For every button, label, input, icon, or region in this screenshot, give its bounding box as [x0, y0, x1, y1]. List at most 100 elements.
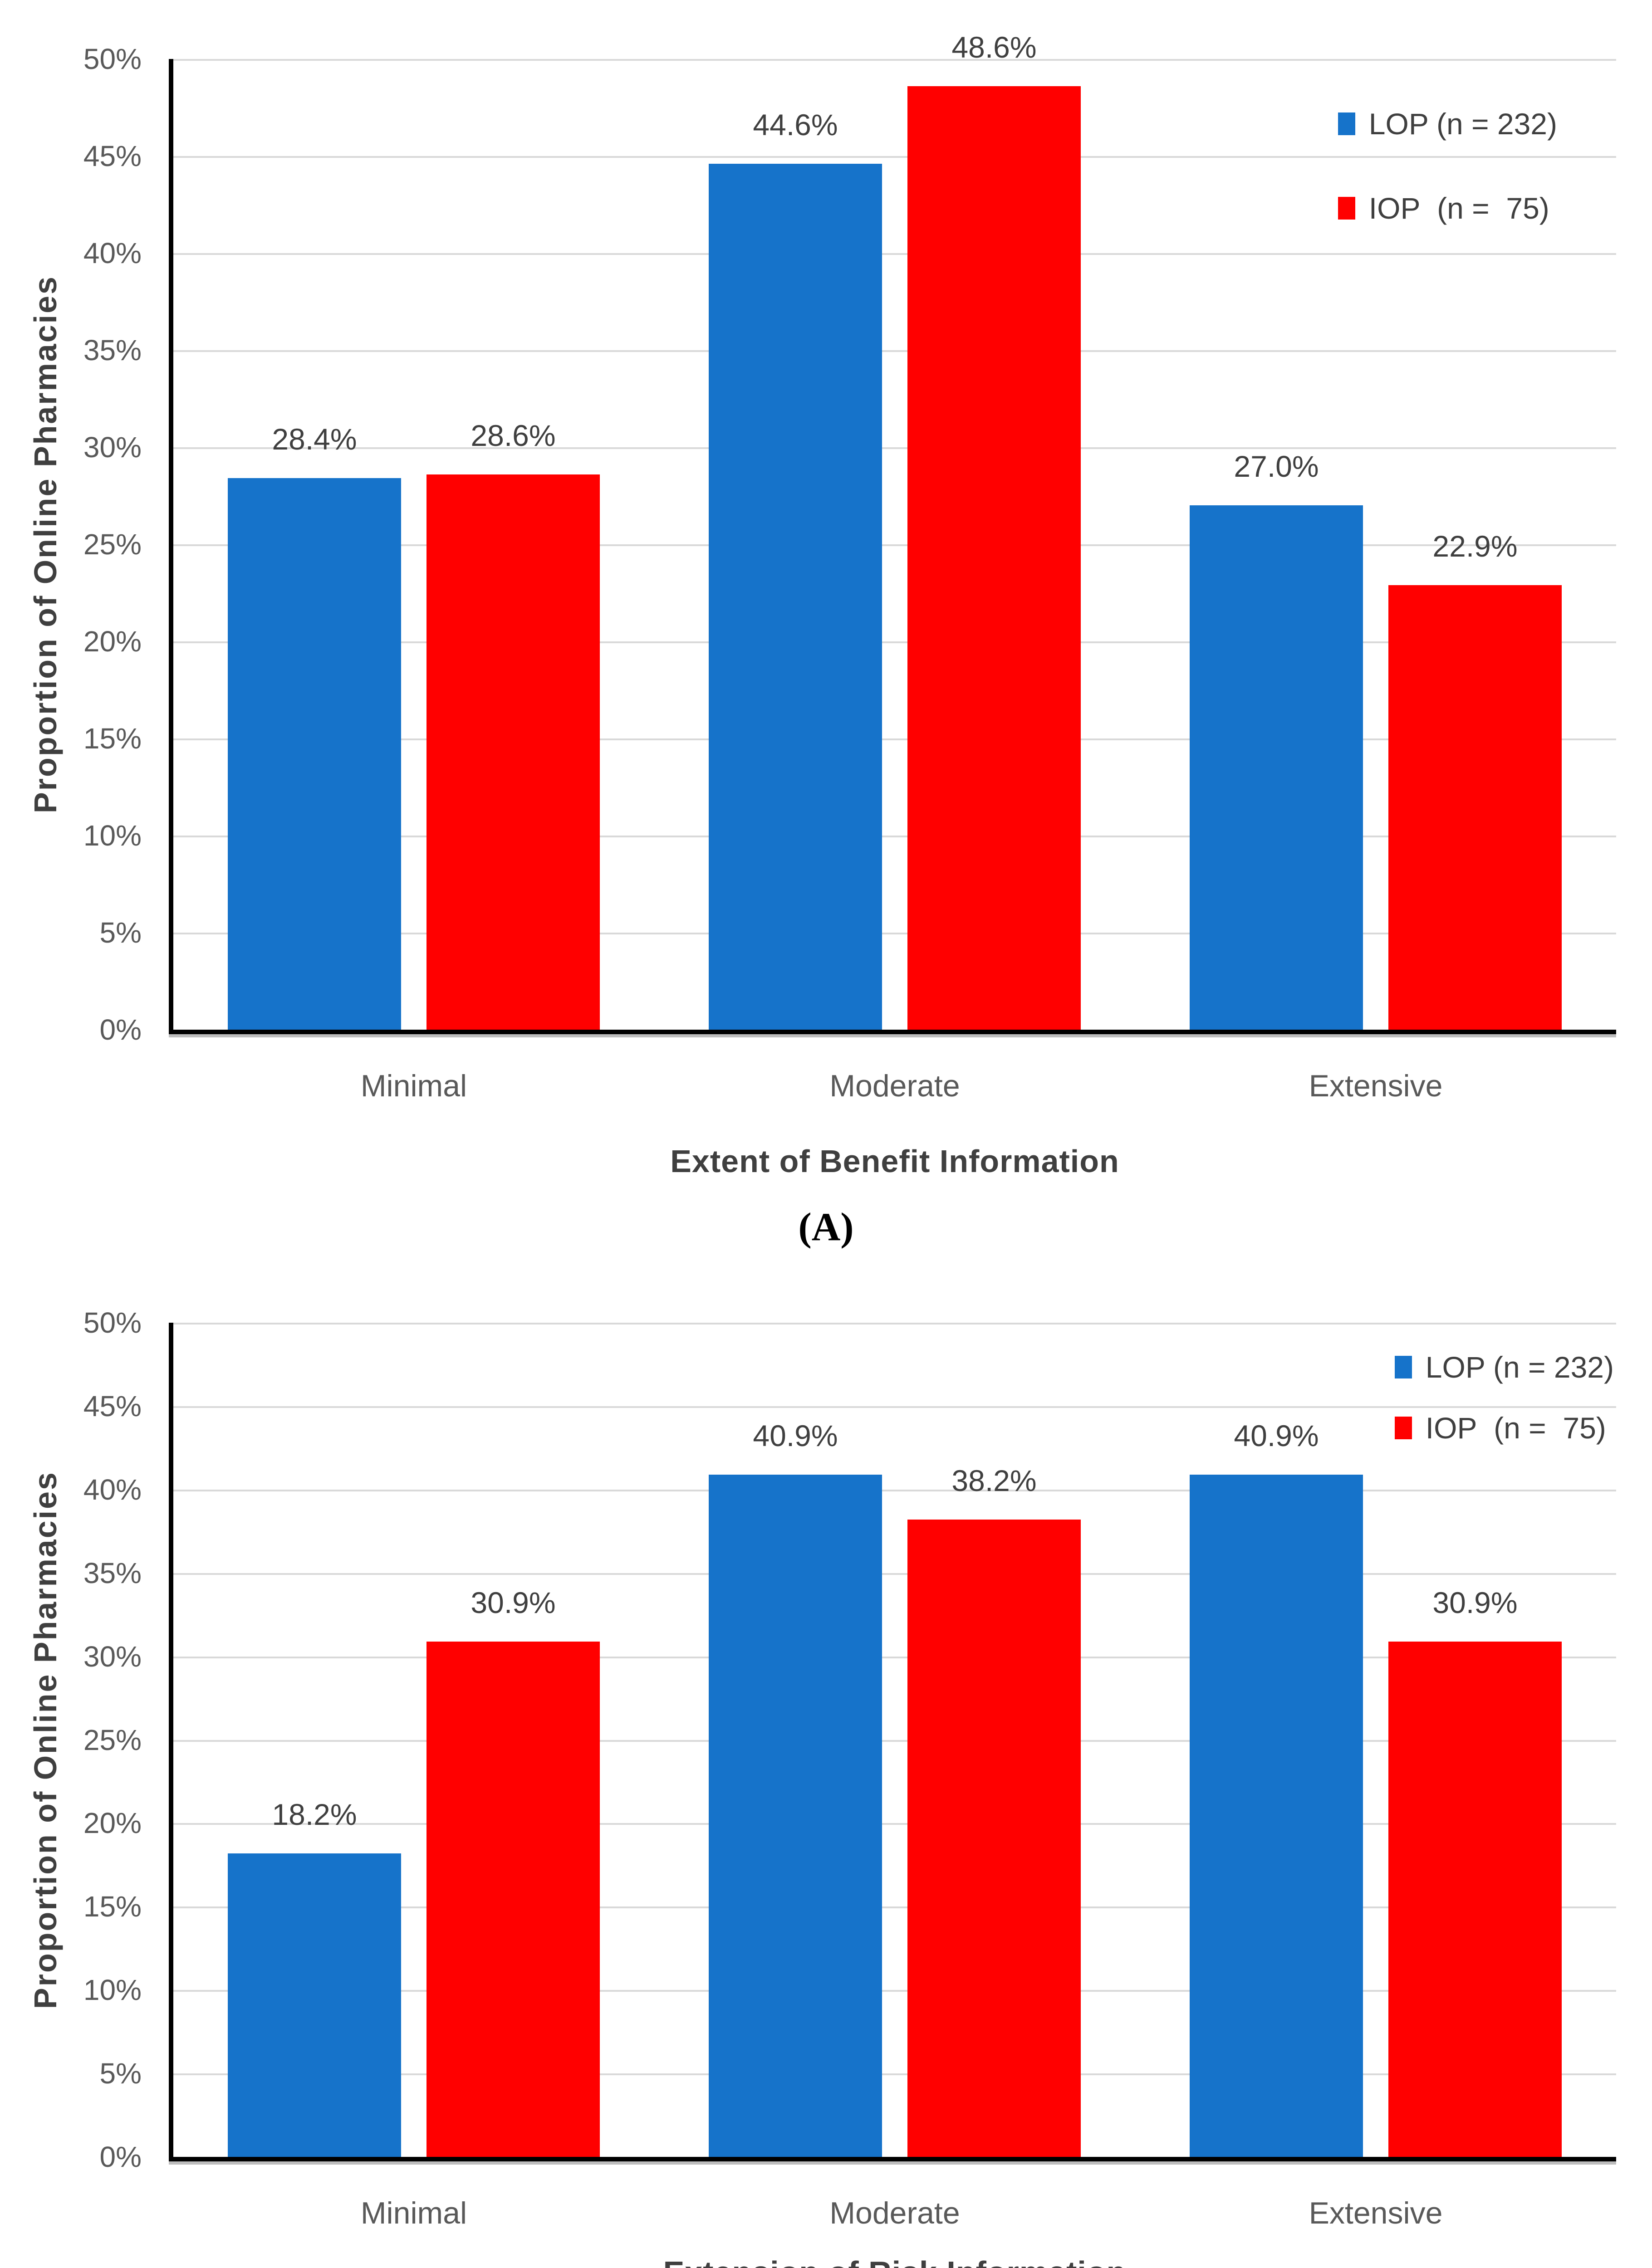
legend-label: LOP (n = 232)	[1368, 107, 1557, 141]
y-tick-label: 15%	[83, 722, 142, 755]
bar-lop-moderate: 40.9%	[709, 1419, 882, 2157]
y-tick-label: 40%	[83, 237, 142, 269]
legend-label: IOP (n = 75)	[1425, 1411, 1606, 1445]
bar-value-label: 27.0%	[1234, 450, 1319, 484]
gridline	[173, 738, 1616, 740]
legend: LOP (n = 232) IOP (n = 75)	[1338, 107, 1557, 225]
bar-value-label: 40.9%	[753, 1418, 838, 1452]
gridline	[173, 156, 1616, 158]
bar-group-moderate: 44.6% 48.6%	[654, 30, 1135, 1030]
gridline	[173, 1740, 1616, 1742]
gridline	[173, 59, 1616, 61]
gridline	[173, 1573, 1616, 1575]
bar-iop-extensive: 22.9%	[1388, 529, 1562, 1030]
gridline	[173, 1406, 1616, 1408]
x-axis-title: Extent of Benefit Information	[670, 1144, 1119, 1179]
legend-swatch-icon	[1394, 1417, 1412, 1439]
gridline	[173, 2073, 1616, 2076]
category-label: Extensive	[1309, 2196, 1443, 2230]
plot-area: 28.4% 28.6% 44.6% 48.6% 27.0% 22.9% LOP (n = …	[83, 30, 1616, 1179]
y-tick-label: 20%	[83, 1807, 142, 1840]
gridline	[173, 350, 1616, 352]
y-tick-label: 5%	[99, 916, 142, 949]
category-row: Minimal Moderate Extensive	[173, 2195, 1616, 2231]
bar-value-label: 44.6%	[753, 108, 838, 142]
bar-group-moderate: 40.9% 38.2%	[654, 1323, 1135, 2157]
bar-value-label: 28.4%	[272, 422, 357, 456]
y-tick-label: 50%	[83, 1306, 142, 1339]
y-tick-label: 0%	[99, 1013, 142, 1046]
y-tick-label: 5%	[99, 2057, 142, 2090]
gridline	[173, 933, 1616, 934]
y-tick-label: 40%	[83, 1473, 142, 1506]
bar-group-extensive: 27.0% 22.9%	[1135, 59, 1616, 1030]
bar-value-label: 22.9%	[1432, 529, 1518, 563]
legend-item-iop: IOP (n = 75)	[1338, 191, 1557, 225]
gridline	[173, 1656, 1616, 1658]
bar-iop-moderate: 38.2%	[907, 1464, 1081, 2157]
y-axis-title: Proportion of Online Pharmacies	[28, 1471, 63, 2009]
legend-item-lop: LOP (n = 232)	[1394, 1350, 1614, 1384]
y-tick-label: 25%	[83, 528, 142, 561]
category-label: Extensive	[1309, 1069, 1443, 1103]
y-tick-label: 15%	[83, 1890, 142, 1923]
chart-benefit-information: Proportion of Online Pharmacies 28.4% 28.…	[28, 30, 1616, 1249]
gridline	[173, 641, 1616, 643]
bar-group-minimal: 18.2% 30.9%	[173, 1323, 654, 2157]
bar-value-label: 30.9%	[1432, 1585, 1518, 1619]
bar-lop-moderate: 44.6%	[709, 108, 882, 1030]
bar-group-minimal: 28.4% 28.6%	[173, 59, 654, 1030]
bar-value-label: 48.6%	[951, 30, 1037, 64]
y-tick-label: 30%	[83, 1640, 142, 1673]
gridline	[173, 1990, 1616, 1992]
category-label: Minimal	[360, 1069, 467, 1103]
y-tick-label: 20%	[83, 625, 142, 658]
gridline	[173, 253, 1616, 255]
plot-area: 18.2% 30.9% 40.9% 38.2% 40.9% 30.9% LOP (n = …	[83, 1306, 1616, 2268]
legend-swatch-icon	[1338, 112, 1355, 135]
bar-iop-moderate: 48.6%	[907, 30, 1081, 1030]
gridline	[173, 447, 1616, 449]
y-tick-label: 45%	[83, 140, 142, 172]
bar-iop-minimal: 28.6%	[426, 419, 600, 1030]
y-axis-title: Proportion of Online Pharmacies	[28, 275, 63, 813]
y-tick-label: 10%	[83, 819, 142, 852]
y-tick-label: 45%	[83, 1389, 142, 1422]
y-tick-label: 30%	[83, 431, 142, 464]
bar-lop-minimal: 28.4%	[228, 422, 401, 1030]
legend-swatch-icon	[1338, 197, 1355, 220]
y-tick-label: 25%	[83, 1723, 142, 1756]
y-tick-label: 0%	[99, 2141, 142, 2173]
gridline	[173, 544, 1616, 546]
bar-iop-extensive: 30.9%	[1388, 1586, 1562, 2157]
y-tick-label: 10%	[83, 1974, 142, 2007]
bar-lop-extensive: 40.9%	[1190, 1419, 1363, 2157]
gridline	[173, 1906, 1616, 1909]
gridline	[173, 1323, 1616, 1325]
caption-a: (A)	[798, 1205, 854, 1249]
bar-iop-minimal: 30.9%	[426, 1586, 600, 2157]
category-label: Minimal	[360, 2196, 467, 2230]
category-row: Minimal Moderate Extensive	[173, 1068, 1616, 1104]
category-label: Moderate	[829, 2196, 960, 2230]
y-tick-label: 35%	[83, 334, 142, 367]
plot-groups: 18.2% 30.9% 40.9% 38.2% 40.9% 30.9%	[173, 1323, 1616, 2157]
legend-item-iop: IOP (n = 75)	[1394, 1411, 1614, 1445]
category-label: Moderate	[829, 1069, 960, 1103]
bar-value-label: 30.9%	[471, 1585, 556, 1619]
bar-group-extensive: 40.9% 30.9%	[1135, 1323, 1616, 2157]
chart-risk-information: Proportion of Online Pharmacies 18.2% 30.…	[0, 1270, 1652, 2268]
legend-label: LOP (n = 232)	[1425, 1350, 1614, 1384]
legend-item-lop: LOP (n = 232)	[1338, 107, 1557, 141]
legend: LOP (n = 232) IOP (n = 75)	[1394, 1350, 1614, 1445]
bar-value-label: 40.9%	[1234, 1418, 1319, 1452]
legend-swatch-icon	[1394, 1356, 1412, 1378]
bar-value-label: 28.6%	[471, 418, 556, 452]
gridline	[173, 1489, 1616, 1491]
legend-label: IOP (n = 75)	[1368, 191, 1549, 225]
bar-value-label: 38.2%	[951, 1464, 1037, 1498]
bar-lop-extensive: 27.0%	[1190, 450, 1363, 1030]
x-axis-title: Extension of Risk Information	[173, 2254, 1616, 2268]
y-tick-label: 50%	[83, 43, 142, 75]
